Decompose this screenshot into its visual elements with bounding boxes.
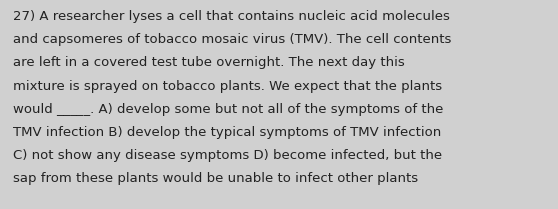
Text: 27) A researcher lyses a cell that contains nucleic acid molecules: 27) A researcher lyses a cell that conta… [13, 10, 450, 23]
Text: sap from these plants would be unable to infect other plants: sap from these plants would be unable to… [13, 172, 418, 185]
Text: mixture is sprayed on tobacco plants. We expect that the plants: mixture is sprayed on tobacco plants. We… [13, 80, 442, 93]
Text: are left in a covered test tube overnight. The next day this: are left in a covered test tube overnigh… [13, 56, 405, 69]
Text: and capsomeres of tobacco mosaic virus (TMV). The cell contents: and capsomeres of tobacco mosaic virus (… [13, 33, 451, 46]
Text: TMV infection B) develop the typical symptoms of TMV infection: TMV infection B) develop the typical sym… [13, 126, 441, 139]
Text: would _____. A) develop some but not all of the symptoms of the: would _____. A) develop some but not all… [13, 103, 444, 116]
Text: C) not show any disease symptoms D) become infected, but the: C) not show any disease symptoms D) beco… [13, 149, 442, 162]
